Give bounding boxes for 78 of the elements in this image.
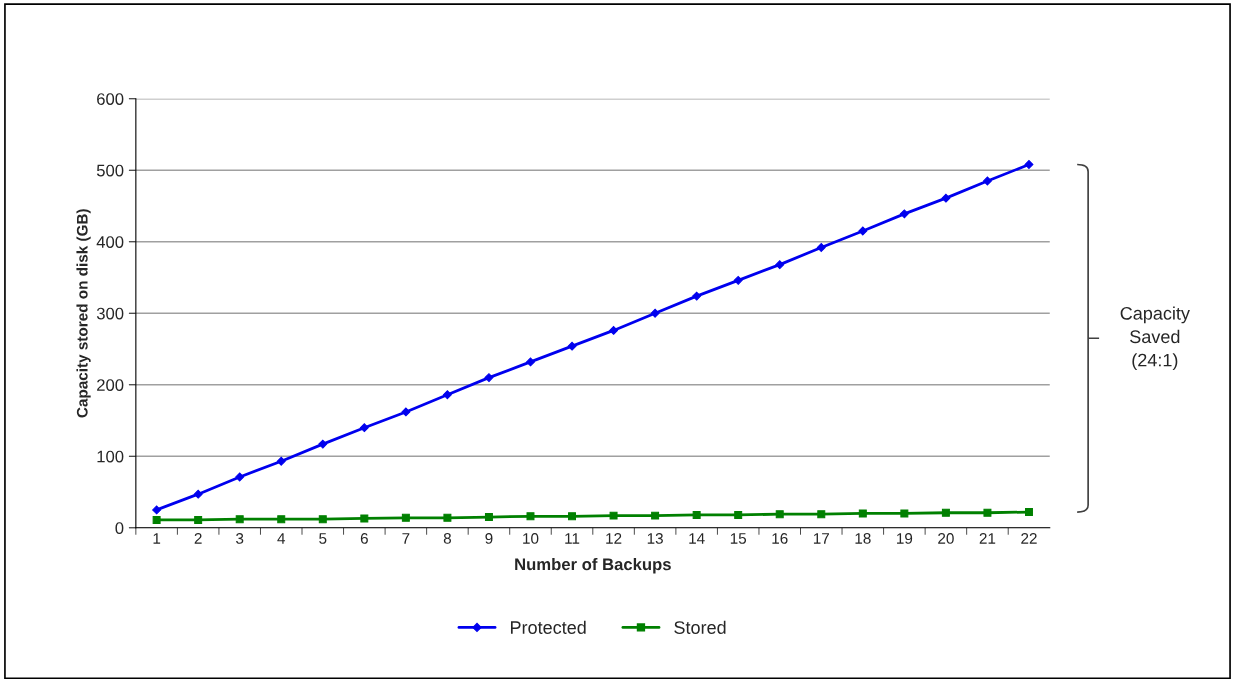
point	[900, 509, 909, 518]
point	[526, 512, 535, 521]
legend-label: Protected	[510, 620, 586, 634]
point	[277, 515, 286, 524]
point	[484, 513, 493, 522]
x-tick-label: 14	[689, 533, 705, 544]
point	[152, 515, 161, 524]
y-axis-title: Capacity stored on disk (GB)	[76, 209, 91, 418]
point	[526, 357, 535, 367]
x-tick-label: 9	[485, 533, 493, 544]
point	[568, 512, 577, 521]
point	[733, 275, 743, 285]
x-tick-label: 16	[772, 533, 788, 544]
point	[567, 341, 577, 351]
point	[816, 243, 826, 252]
x-tick-label: 11	[565, 533, 580, 544]
point	[941, 193, 951, 203]
point	[941, 508, 950, 517]
x-tick-label: 8	[443, 533, 451, 544]
point	[775, 510, 784, 519]
x-tick-label: 4	[277, 533, 286, 544]
point	[609, 325, 619, 335]
point	[401, 407, 411, 417]
point	[442, 390, 452, 400]
x-tick-label: 18	[855, 533, 871, 544]
y-tick-label: 500	[96, 164, 124, 177]
point	[817, 510, 826, 519]
point	[194, 515, 203, 524]
x-tick-label: 5	[319, 533, 327, 544]
x-tick-label: 3	[236, 533, 244, 544]
point	[692, 291, 702, 301]
point	[318, 439, 328, 449]
x-tick-label: 12	[606, 533, 622, 544]
point	[734, 510, 743, 519]
point	[982, 176, 992, 186]
x-tick-label: 7	[402, 533, 410, 544]
point	[609, 511, 618, 520]
point	[858, 509, 867, 518]
legend-label: Stored	[674, 620, 726, 634]
x-tick-label: 17	[813, 533, 830, 544]
x-tick-label: 6	[360, 533, 368, 544]
point	[983, 508, 992, 517]
y-tick-label: 600	[97, 93, 124, 105]
x-tick-label: 22	[1021, 533, 1037, 544]
x-axis-title: Number of Backups	[515, 557, 671, 574]
x-tick-label: 1	[153, 533, 161, 544]
y-tick-label: 400	[96, 236, 124, 248]
x-tick-label: 2	[194, 533, 202, 544]
point	[318, 515, 327, 524]
point	[899, 209, 909, 219]
point	[235, 515, 244, 524]
point	[359, 423, 369, 433]
x-tick-label: 19	[897, 533, 913, 544]
y-tick-label: 0	[115, 522, 124, 534]
point	[193, 489, 203, 499]
point	[401, 513, 410, 522]
y-tick-label: 100	[97, 450, 124, 463]
x-tick-label: 15	[730, 533, 747, 544]
point	[360, 514, 369, 523]
point	[1024, 160, 1034, 169]
point	[1024, 508, 1033, 517]
point	[651, 511, 660, 520]
point	[775, 260, 785, 270]
text: Capacity Saved (24:1)	[1120, 306, 1190, 371]
point	[152, 505, 162, 515]
x-tick-label: 13	[647, 533, 663, 544]
y-tick-label: 300	[96, 307, 124, 320]
point	[484, 373, 494, 383]
x-tick-label: 20	[938, 533, 954, 544]
y-tick-label: 200	[97, 379, 124, 391]
point	[443, 513, 452, 522]
point	[276, 456, 286, 466]
point	[650, 308, 660, 318]
point	[235, 472, 245, 482]
x-tick-label: 21	[979, 533, 996, 544]
point	[692, 510, 701, 519]
x-tick-label: 10	[523, 533, 539, 544]
point	[858, 226, 868, 236]
